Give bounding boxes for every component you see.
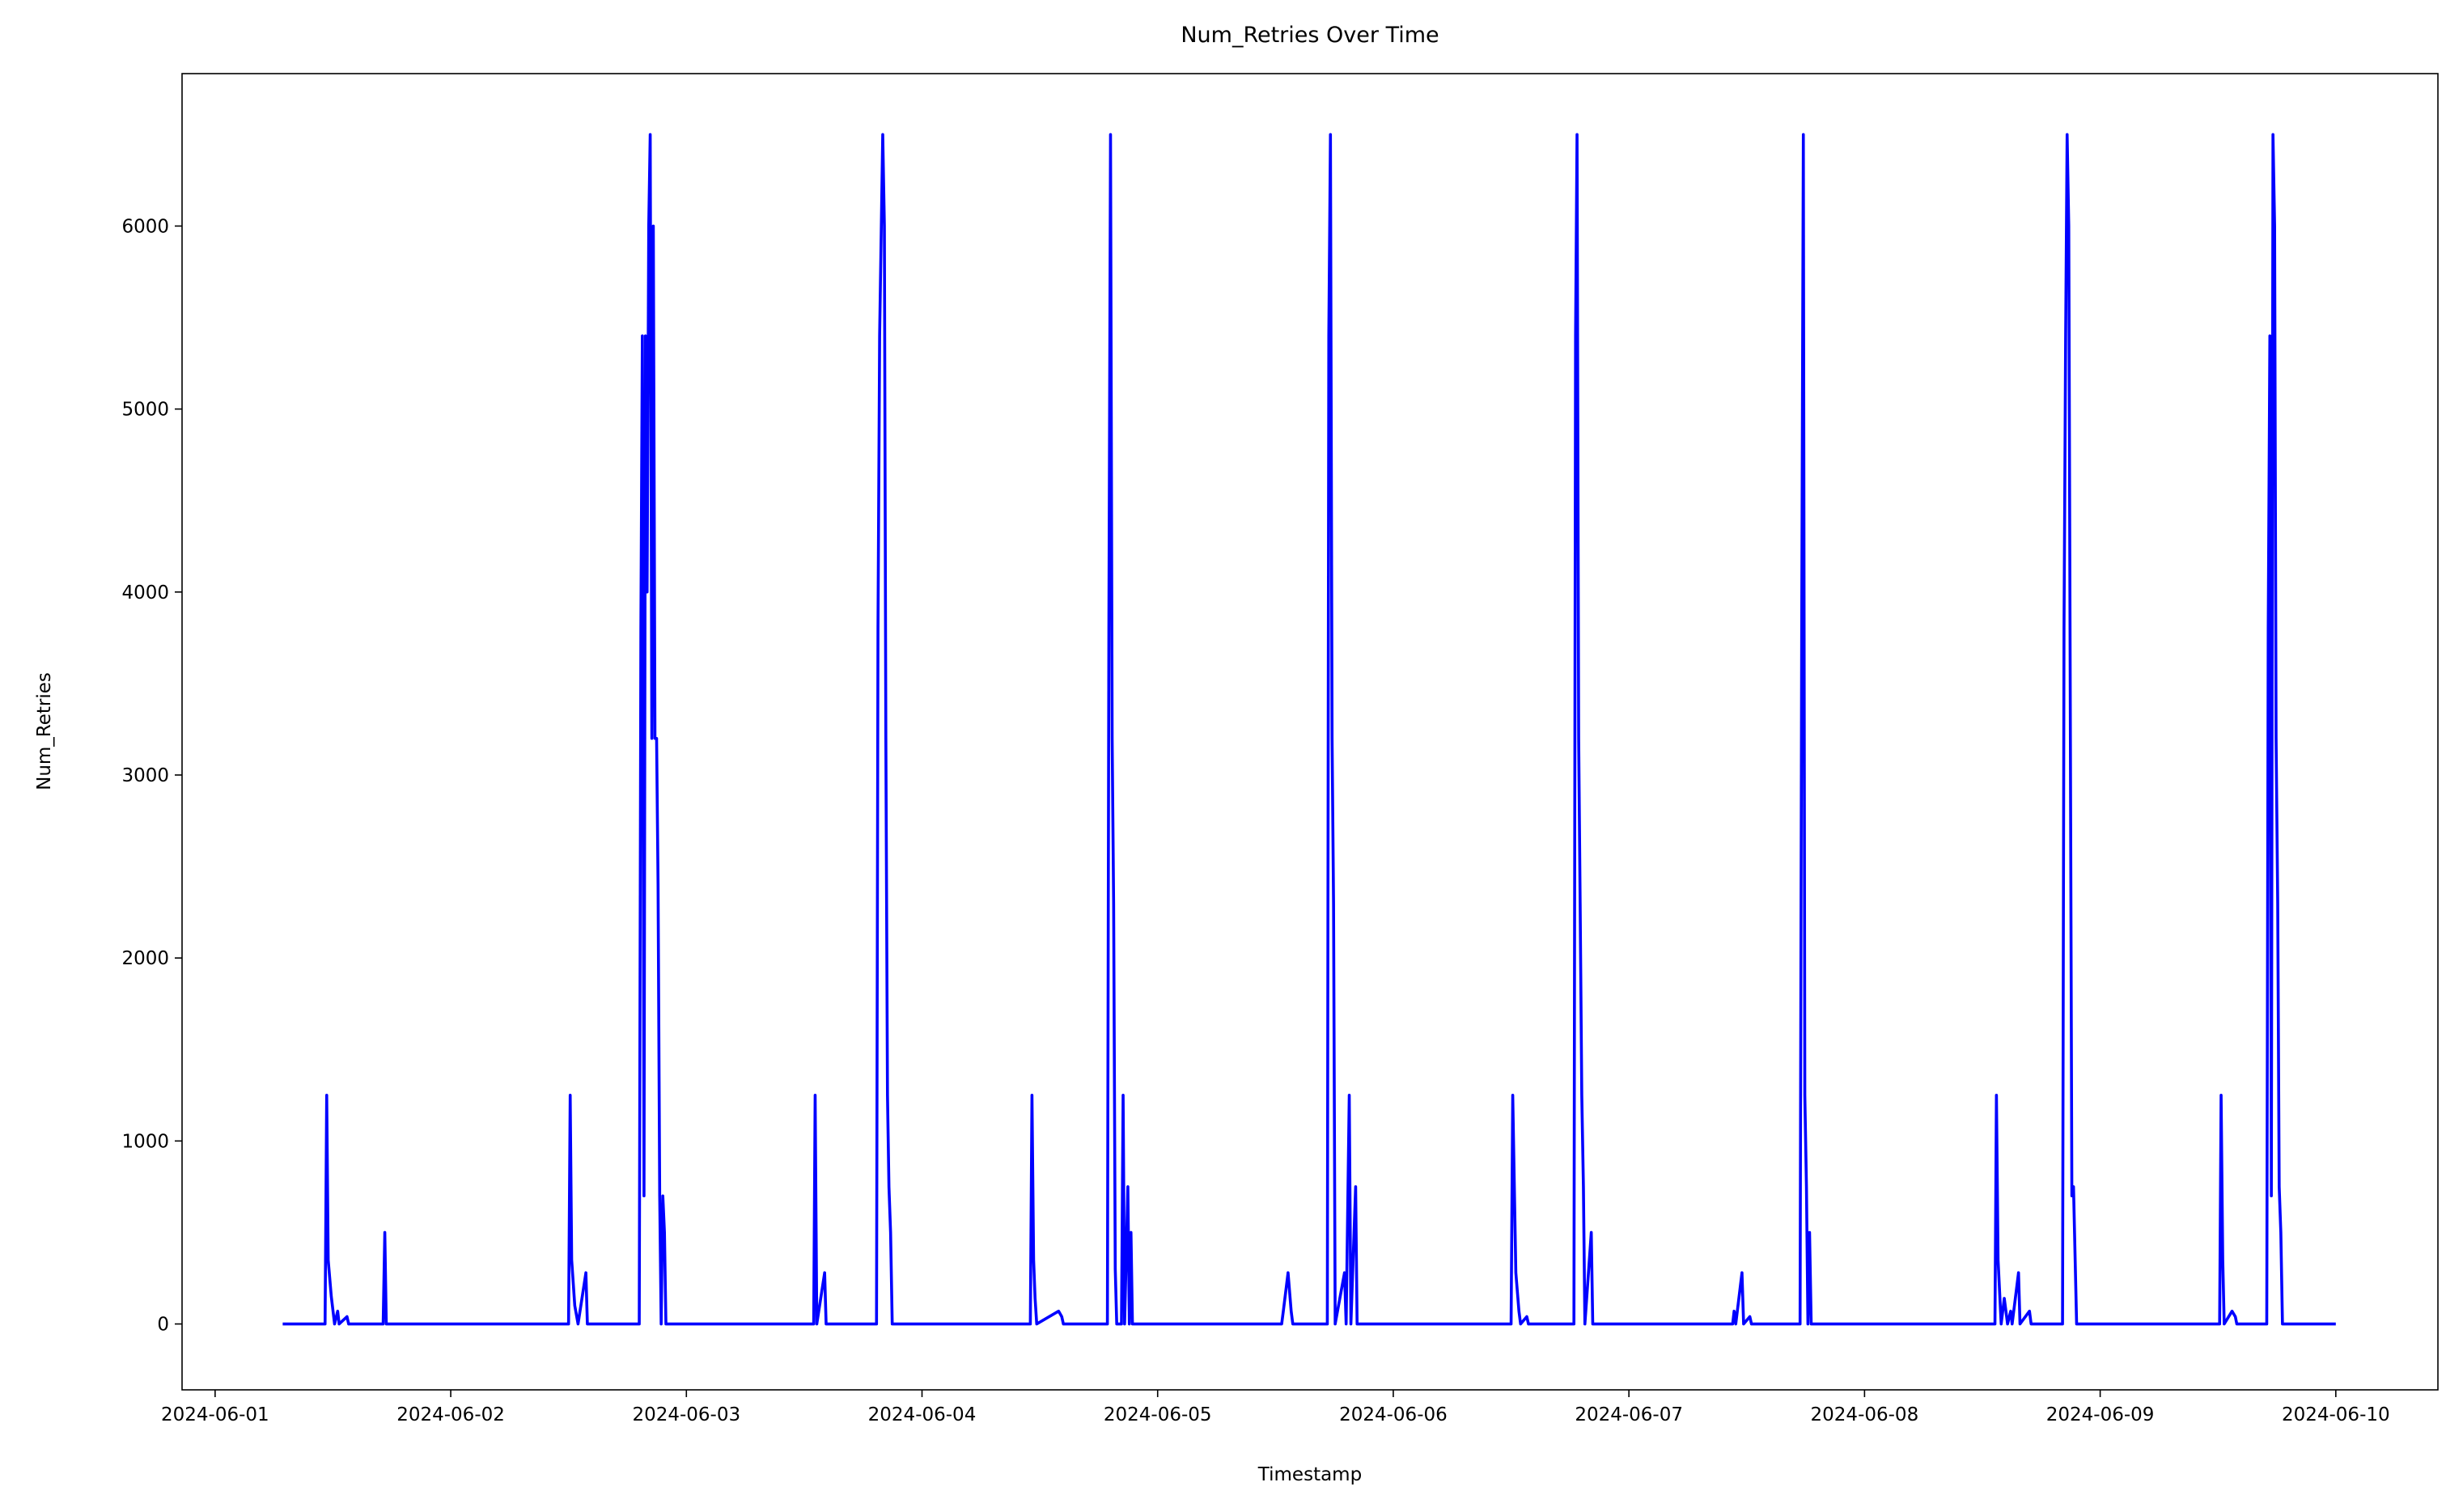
chart-title: Num_Retries Over Time: [1181, 23, 1439, 48]
y-tick-label: 0: [157, 1315, 169, 1336]
y-axis-label: Num_Retries: [34, 672, 55, 790]
y-tick-label: 2000: [121, 948, 169, 969]
x-tick-label: 2024-06-06: [1339, 1404, 1448, 1425]
x-tick-label: 2024-06-02: [396, 1404, 505, 1425]
plot-frame: [181, 73, 2439, 1391]
line: [282, 133, 2336, 1326]
y-tick-label: 4000: [121, 582, 169, 604]
x-tick-label: 2024-06-05: [1104, 1404, 1212, 1425]
y-tick-label: 1000: [121, 1131, 169, 1152]
x-tick-label: 2024-06-10: [2282, 1404, 2390, 1425]
x-tick-label: 2024-06-04: [868, 1404, 977, 1425]
x-tick-label: 2024-06-07: [1575, 1404, 1683, 1425]
y-tick-label: 3000: [121, 765, 169, 786]
x-tick-label: 2024-06-03: [632, 1404, 740, 1425]
y-tick-label: 5000: [121, 400, 169, 421]
x-tick-label: 2024-06-01: [161, 1404, 269, 1425]
x-tick-label: 2024-06-08: [1811, 1404, 1919, 1425]
y-tick-label: 6000: [121, 216, 169, 237]
x-axis-label: Timestamp: [1257, 1464, 1362, 1485]
x-tick-label: 2024-06-09: [2046, 1404, 2155, 1425]
